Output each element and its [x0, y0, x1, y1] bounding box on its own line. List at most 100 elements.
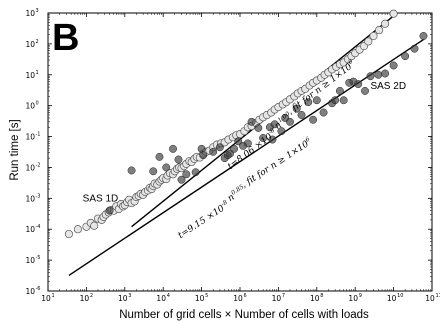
y-tick-label: 10	[25, 9, 35, 18]
y-tick-exponent: -2	[36, 162, 41, 168]
y-tick-label: 10	[25, 163, 35, 172]
y-tick-exponent: 0	[36, 101, 39, 107]
sas-2d-point	[177, 175, 186, 184]
x-tick-label: 10	[425, 294, 435, 303]
sas-2d-point	[149, 167, 158, 176]
sas-2d-point	[162, 163, 171, 172]
sas-2d-point	[304, 98, 313, 107]
sas-2d-point	[268, 135, 277, 144]
sas-2d-point	[169, 144, 177, 153]
sas-2d-point	[127, 166, 136, 175]
sas-2d-point	[209, 147, 218, 156]
sas-1d-point	[375, 26, 384, 35]
x-tick-label: 10	[272, 294, 282, 303]
sas-1d-point	[369, 31, 378, 41]
x-tick-exponent: 3	[128, 293, 131, 299]
sas-2d-point	[361, 86, 369, 95]
sas-2d-point	[199, 151, 208, 160]
y-tick-exponent: 2	[36, 39, 39, 45]
y-axis-title: Run time [s]	[9, 119, 21, 180]
sas-2d-point	[331, 96, 340, 105]
y-tick-label: 10	[25, 133, 35, 142]
y-tick-exponent: -6	[36, 286, 41, 292]
sas-2d-point	[401, 52, 410, 61]
plot-frame	[47, 12, 433, 292]
sas-2d-point	[309, 115, 318, 124]
sas-2d-point	[243, 139, 252, 148]
sas-2d-point	[319, 108, 328, 117]
sas-1d-point	[389, 9, 398, 18]
data-points	[64, 9, 428, 239]
sas-2d-point	[234, 137, 243, 146]
x-tick-label: 10	[348, 294, 358, 303]
sas-2d-point	[155, 152, 164, 161]
sas-1d-point	[381, 19, 390, 28]
sas-2d-point	[381, 69, 390, 78]
sas-2d-point	[191, 168, 200, 177]
fit-line	[68, 38, 424, 276]
sas-2d-point	[410, 44, 419, 53]
sas-2d-point	[339, 96, 348, 105]
sas-2d-point	[259, 134, 268, 142]
sas-1d-point	[364, 37, 373, 46]
x-tick-exponent: 11	[436, 293, 440, 299]
y-tick-exponent: -3	[36, 193, 41, 199]
x-tick-label: 10	[41, 294, 51, 303]
y-tick-exponent: 3	[36, 8, 39, 14]
series-annotation: SAS 2D	[370, 81, 406, 92]
x-tick-label: 10	[156, 294, 166, 303]
sas-2d-point	[335, 86, 344, 95]
axis-ticks: 1011021031041051061071081091010101110-61…	[25, 8, 440, 303]
sas-2d-point	[182, 170, 191, 179]
sas-2d-point	[354, 80, 363, 89]
sas-2d-point	[277, 127, 286, 136]
x-tick-label: 10	[310, 294, 320, 303]
sas-1d-point	[64, 229, 73, 239]
y-tick-exponent: -1	[36, 132, 41, 138]
x-axis-title: Number of grid cells × Number of cells w…	[119, 309, 369, 321]
sas-2d-point	[215, 143, 224, 152]
y-tick-exponent: -5	[36, 255, 41, 261]
sas-2d-point	[366, 72, 375, 81]
x-tick-label: 10	[118, 294, 128, 303]
sas-2d-point	[286, 117, 294, 126]
sas-2d-point	[292, 104, 301, 113]
x-tick-label: 10	[233, 294, 243, 303]
panel-letter: B	[52, 17, 79, 59]
sas-2d-point	[312, 96, 321, 105]
sas-1d-point	[73, 225, 82, 234]
x-tick-exponent: 1	[52, 293, 55, 299]
x-tick-exponent: 6	[244, 293, 247, 299]
sas-2d-point	[247, 117, 256, 126]
x-tick-label: 10	[387, 294, 397, 303]
sas-2d-point	[230, 144, 239, 153]
y-tick-label: 10	[25, 225, 35, 234]
y-tick-exponent: -4	[36, 224, 41, 230]
sas-2d-point	[254, 123, 263, 132]
sas-2d-point	[374, 70, 383, 79]
x-tick-exponent: 2	[90, 293, 93, 299]
sas-2d-point	[174, 155, 183, 164]
y-tick-label: 10	[25, 287, 35, 296]
y-tick-label: 10	[25, 40, 35, 49]
y-tick-label: 10	[25, 194, 35, 203]
sas-1d-point	[90, 221, 99, 230]
x-tick-exponent: 8	[320, 293, 323, 299]
y-tick-exponent: 1	[36, 70, 39, 76]
x-tick-exponent: 4	[167, 293, 170, 299]
sas-2d-point	[105, 206, 114, 215]
x-tick-exponent: 7	[282, 293, 285, 299]
sas-2d-point	[389, 61, 398, 70]
sas-2d-point	[419, 32, 428, 40]
y-tick-label: 10	[25, 102, 35, 111]
sas-2d-point	[270, 120, 279, 129]
y-tick-label: 10	[25, 256, 35, 265]
sas-2d-point	[297, 111, 306, 119]
x-tick-label: 10	[80, 294, 90, 303]
x-tick-exponent: 9	[359, 293, 362, 299]
x-tick-exponent: 10	[397, 293, 403, 299]
y-tick-label: 10	[25, 71, 35, 80]
series-annotation: SAS 1D	[83, 193, 119, 204]
x-tick-label: 10	[195, 294, 205, 303]
